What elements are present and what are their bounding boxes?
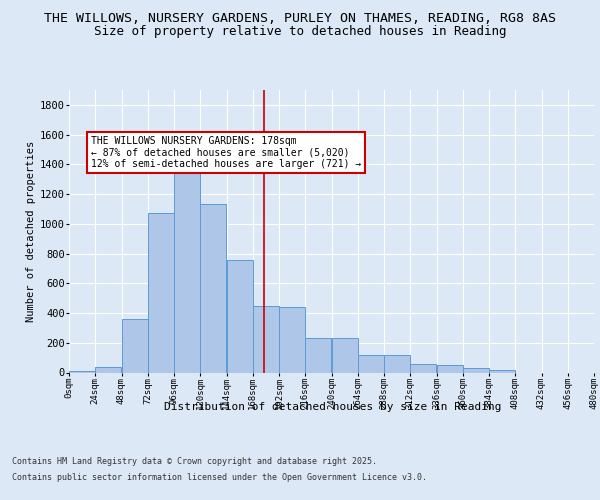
Text: Size of property relative to detached houses in Reading: Size of property relative to detached ho… — [94, 25, 506, 38]
Bar — [305, 338, 331, 372]
Text: Contains public sector information licensed under the Open Government Licence v3: Contains public sector information licen… — [12, 472, 427, 482]
Bar — [174, 151, 200, 372]
Bar — [463, 368, 489, 372]
Bar — [95, 368, 121, 372]
Text: THE WILLOWS NURSERY GARDENS: 178sqm
← 87% of detached houses are smaller (5,020): THE WILLOWS NURSERY GARDENS: 178sqm ← 87… — [91, 136, 361, 170]
Bar — [358, 356, 384, 372]
Bar — [227, 260, 253, 372]
Text: Distribution of detached houses by size in Reading: Distribution of detached houses by size … — [164, 402, 502, 412]
Bar — [69, 371, 95, 372]
Bar — [200, 204, 226, 372]
Bar — [332, 338, 358, 372]
Bar — [253, 306, 279, 372]
Bar — [279, 307, 305, 372]
Bar — [437, 365, 463, 372]
Bar — [384, 356, 410, 372]
Y-axis label: Number of detached properties: Number of detached properties — [26, 140, 35, 322]
Bar — [122, 319, 148, 372]
Bar — [148, 214, 174, 372]
Text: THE WILLOWS, NURSERY GARDENS, PURLEY ON THAMES, READING, RG8 8AS: THE WILLOWS, NURSERY GARDENS, PURLEY ON … — [44, 12, 556, 26]
Text: Contains HM Land Registry data © Crown copyright and database right 2025.: Contains HM Land Registry data © Crown c… — [12, 458, 377, 466]
Bar — [489, 370, 515, 372]
Bar — [410, 364, 436, 372]
